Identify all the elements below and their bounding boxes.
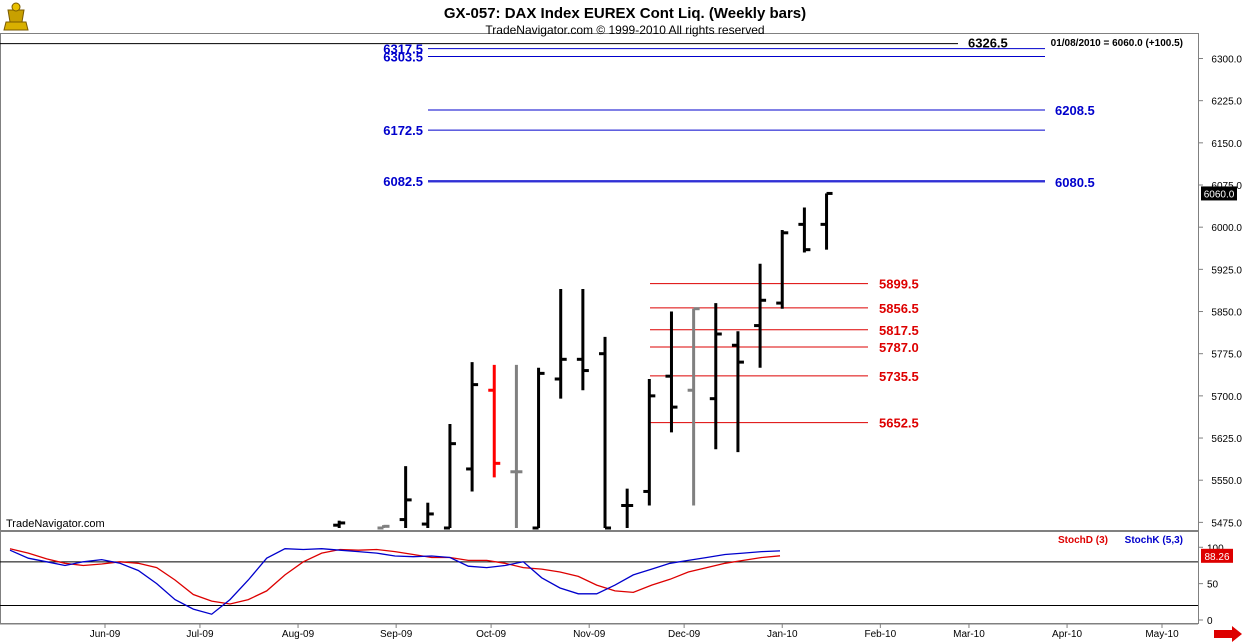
y-tick-label: 5550.0 [1211, 476, 1242, 487]
legend-stochk: StochK (5,3) [1125, 535, 1183, 546]
y-tick-label: 5625.0 [1211, 434, 1242, 445]
red-level-label: 5817.5 [879, 323, 919, 338]
x-tick-label: Jun-09 [90, 629, 121, 640]
last-price-tag [1201, 186, 1237, 201]
y-tick-label: 5700.0 [1211, 392, 1242, 403]
red-level-label: 5856.5 [879, 301, 919, 316]
x-tick-label: Feb-10 [865, 629, 897, 640]
blue-level-label: 6080.5 [1055, 175, 1095, 190]
stoch-series-line [9, 548, 781, 605]
blue-level-label: 6172.5 [383, 123, 423, 138]
x-tick-label: Jul-09 [186, 629, 214, 640]
trophy-logo-icon [3, 2, 29, 31]
x-tick-label: Nov-09 [573, 629, 606, 640]
price-y-axis: 6300.06225.06150.06075.06000.05925.05850… [1198, 54, 1242, 529]
y-tick-label: 6225.0 [1211, 97, 1242, 108]
stoch-y-tick-label: 50 [1207, 580, 1219, 591]
stoch-y-tick-label: 0 [1207, 616, 1213, 627]
blue-level-label: 6208.5 [1055, 103, 1095, 118]
red-level-label: 5735.5 [879, 369, 919, 384]
price-panel [0, 33, 1199, 531]
red-level-label: 5899.5 [879, 277, 919, 292]
stoch-panel [0, 531, 1199, 624]
x-tick-label: Oct-09 [476, 629, 506, 640]
scroll-right-button[interactable] [1214, 626, 1242, 642]
red-level-label: 5787.0 [879, 340, 919, 355]
x-tick-label: May-10 [1145, 629, 1179, 640]
blue-level-label: 6317.5 [383, 42, 423, 57]
x-tick-label: Mar-10 [953, 629, 985, 640]
chart-title: GX-057: DAX Index EUREX Cont Liq. (Weekl… [444, 5, 806, 22]
x-tick-label: Apr-10 [1052, 629, 1082, 640]
chart-subtitle: TradeNavigator.com © 1999-2010 All right… [485, 23, 764, 37]
stochastic-lines [0, 548, 1198, 615]
y-tick-label: 6150.0 [1211, 139, 1242, 150]
y-tick-label: 5925.0 [1211, 265, 1242, 276]
x-tick-label: Jan-10 [767, 629, 798, 640]
stoch-y-axis: 100 50 0 88.26 [1198, 543, 1233, 627]
y-tick-label: 5475.0 [1211, 518, 1242, 529]
y-tick-label: 5850.0 [1211, 308, 1242, 319]
y-tick-label: 6000.0 [1211, 223, 1242, 234]
x-axis: Jun-09 Jul-09 Aug-09 Sep-09 Oct-09 Nov-09 Dec-… [0, 623, 1198, 640]
stoch-series-line [9, 548, 781, 615]
black-level-label: 6326.5 [968, 36, 1008, 51]
stoch-value-label: 88.26 [1204, 552, 1229, 563]
y-tick-label: 6300.0 [1211, 54, 1242, 65]
stoch-value-tag [1201, 548, 1233, 563]
price-readout: 01/08/2010 = 6060.0 (+100.5) [1051, 38, 1183, 49]
blue-level-label: 6082.5 [383, 174, 423, 189]
legend-stochd: StochD (3) [1058, 535, 1108, 546]
y-tick-label: 5775.0 [1211, 350, 1242, 361]
watermark: TradeNavigator.com [6, 518, 105, 530]
red-level-label: 5652.5 [879, 416, 919, 431]
x-tick-label: Sep-09 [380, 629, 413, 640]
blue-level-label: 6303.5 [383, 50, 423, 65]
x-tick-label: Aug-09 [282, 629, 315, 640]
x-tick-label: Dec-09 [668, 629, 701, 640]
last-price-label: 6060.0 [1204, 189, 1235, 200]
stoch-y-tick-label: 100 [1207, 543, 1224, 554]
price-bars [333, 191, 833, 530]
